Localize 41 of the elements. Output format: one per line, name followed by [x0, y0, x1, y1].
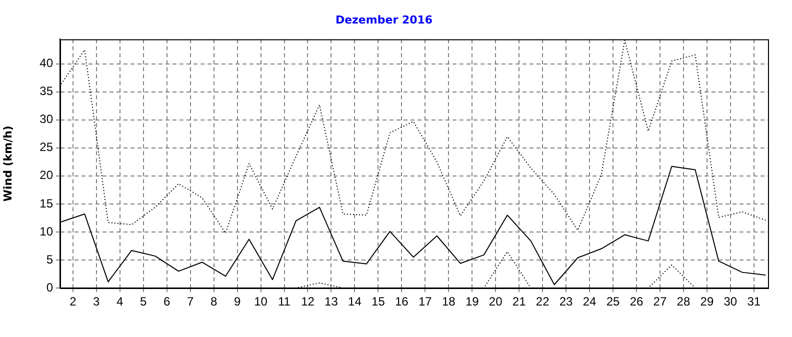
- y-tick-label: 10: [40, 224, 54, 238]
- x-tick-label: 6: [164, 294, 170, 309]
- x-tick-label: 31: [747, 294, 761, 309]
- x-tick-label: 2: [70, 294, 77, 309]
- y-tick-label: 30: [40, 112, 54, 126]
- x-tick-label: 15: [372, 294, 386, 309]
- x-tick-label: 27: [653, 294, 667, 309]
- x-tick-label: 21: [512, 294, 526, 309]
- x-tick-label: 20: [488, 294, 503, 309]
- x-tick-label: 11: [278, 294, 291, 309]
- y-tick-label: 40: [40, 56, 54, 70]
- x-tick-label: 19: [465, 294, 480, 309]
- x-tick-label: 16: [394, 294, 409, 309]
- x-tick-label: 26: [630, 294, 644, 309]
- y-tick-label: 0: [46, 280, 54, 294]
- x-tick-label: 12: [301, 294, 315, 309]
- y-tick-label: 20: [40, 168, 54, 182]
- x-tick-label: 29: [700, 294, 714, 309]
- x-tick-label: 9: [234, 294, 241, 309]
- x-tick-label: 25: [606, 294, 620, 309]
- x-tick-label: 3: [93, 294, 100, 309]
- x-tick-label: 4: [116, 294, 124, 309]
- chart-title: Dezember 2016: [335, 13, 433, 26]
- x-tick-label: 5: [140, 294, 148, 309]
- y-tick-label: 25: [40, 140, 54, 154]
- x-tick-label: 17: [418, 294, 432, 309]
- x-tick-label: 8: [210, 294, 218, 309]
- x-tick-label: 7: [186, 294, 194, 309]
- y-tick-label: 15: [40, 196, 54, 210]
- x-tick-label: 28: [676, 294, 690, 309]
- x-tick-label: 14: [348, 294, 362, 309]
- x-tick-label: 30: [724, 294, 738, 309]
- x-tick-label: 24: [582, 294, 597, 309]
- y-axis-title: Wind (km/h): [1, 126, 14, 202]
- y-tick-label: 35: [40, 84, 54, 98]
- x-tick-label: 10: [254, 294, 268, 309]
- x-tick-label: 13: [324, 294, 338, 309]
- x-tick-label: 23: [559, 294, 574, 309]
- y-tick-label: 5: [46, 252, 54, 266]
- x-tick-label: 18: [442, 294, 456, 309]
- x-tick-label: 22: [536, 294, 550, 309]
